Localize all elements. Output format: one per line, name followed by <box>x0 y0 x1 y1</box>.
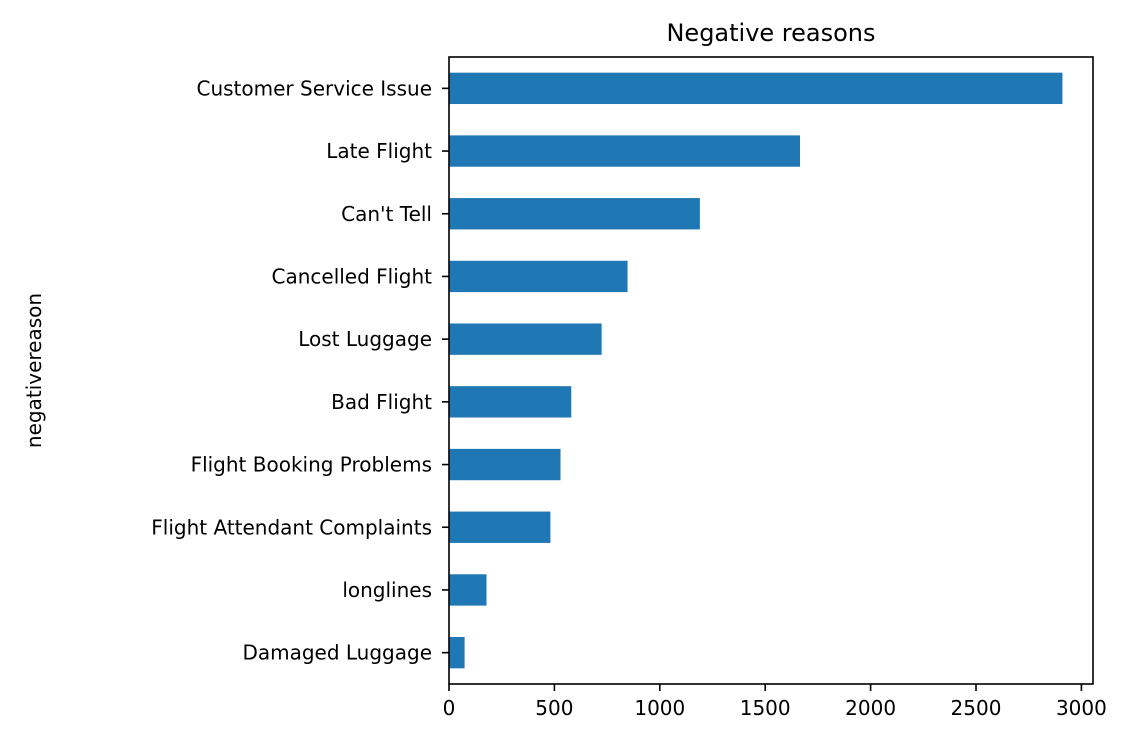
bar <box>449 260 628 293</box>
y-tick-label: longlines <box>342 578 432 602</box>
bar <box>449 198 700 230</box>
x-tick-label: 3000 <box>1056 696 1107 720</box>
x-tick-label: 2000 <box>845 696 896 720</box>
y-axis-title: negativereason <box>22 293 46 448</box>
y-tick-label: Can't Tell <box>341 202 432 226</box>
x-axis-ticks: 0 500 1000 1500 2000 2500 3000 <box>443 684 1107 720</box>
x-tick-label: 2500 <box>951 696 1002 720</box>
y-tick-label: Customer Service Issue <box>197 76 433 100</box>
chart-title: Negative reasons <box>666 19 875 47</box>
y-tick-label: Damaged Luggage <box>242 641 432 665</box>
x-tick-label: 0 <box>443 696 456 720</box>
y-tick-label: Cancelled Flight <box>272 264 433 288</box>
bar <box>449 574 487 606</box>
bar <box>449 72 1063 105</box>
bar <box>449 135 800 167</box>
y-tick-label: Flight Booking Problems <box>191 453 432 477</box>
y-axis-ticks: Customer Service Issue Late Flight Can't T… <box>151 76 449 665</box>
y-tick-label: Lost Luggage <box>298 327 432 351</box>
y-tick-label: Late Flight <box>326 139 432 163</box>
bar <box>449 448 561 481</box>
y-tick-label: Bad Flight <box>331 390 432 414</box>
bars-group <box>449 72 1063 669</box>
bar <box>449 636 465 669</box>
y-tick-label: Flight Attendant Complaints <box>151 515 432 539</box>
bar <box>449 386 572 418</box>
plot-frame <box>448 56 1094 685</box>
x-tick-label: 1500 <box>740 696 791 720</box>
x-tick-label: 1000 <box>634 696 685 720</box>
x-tick-label: 500 <box>535 696 573 720</box>
bar <box>449 511 551 543</box>
bar <box>449 323 602 355</box>
